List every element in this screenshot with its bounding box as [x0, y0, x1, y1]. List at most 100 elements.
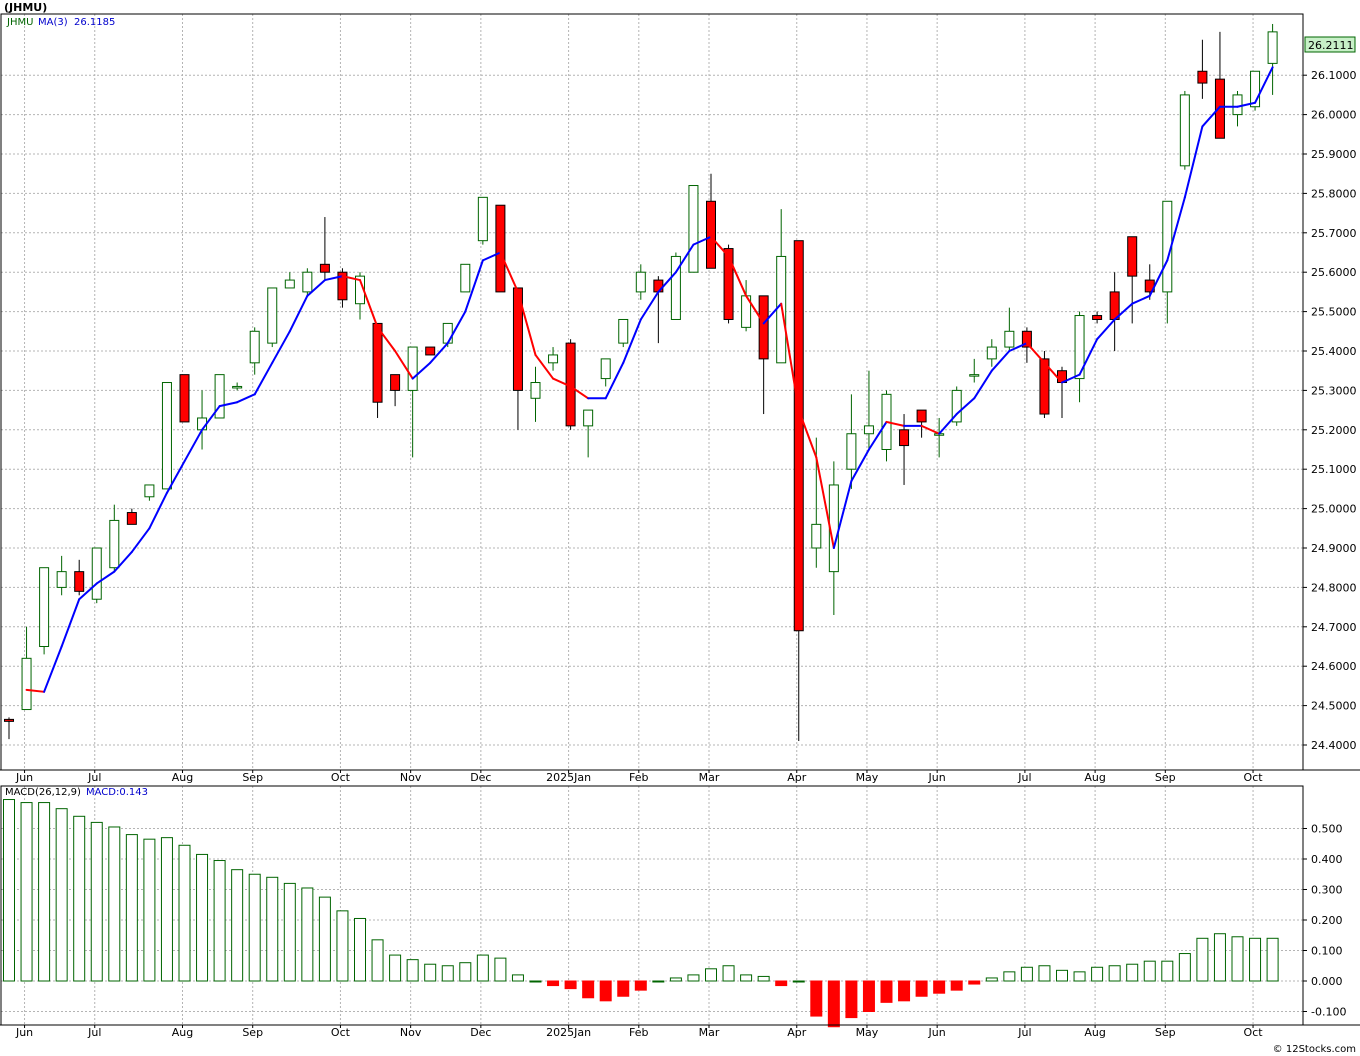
ma3-segment [727, 255, 748, 297]
ma3-segment [201, 405, 221, 431]
ma3-segment [990, 350, 1011, 372]
ma3-segment [429, 342, 449, 364]
candle [1214, 31, 1225, 139]
candle [390, 374, 401, 407]
macd-bar [634, 980, 647, 991]
candle [144, 484, 155, 501]
price-y-tick-label: 24.7000 [1311, 621, 1357, 634]
macd-bar [441, 965, 454, 982]
macd-bar [73, 815, 86, 982]
candle [951, 386, 962, 426]
candle-body [635, 271, 646, 293]
candle [512, 287, 523, 430]
price-y-tick-label: 24.5000 [1311, 700, 1357, 713]
macd-x-tick-label: Jun [15, 1026, 33, 1039]
candle [56, 555, 67, 596]
price-x-tick-label: Sep [1155, 771, 1176, 784]
candle [197, 390, 208, 450]
candle-body [670, 255, 681, 320]
price-panel-frame [0, 13, 1304, 771]
candle [267, 287, 278, 348]
ma3-segment [411, 361, 432, 380]
candle [863, 370, 874, 450]
candle [1039, 351, 1050, 418]
macd-bar [90, 821, 103, 982]
candle-body [232, 385, 243, 389]
price-y-tick-label: 25.3000 [1311, 384, 1357, 397]
macd-bar [599, 980, 612, 1002]
macd-panel [3, 799, 1279, 1028]
ma3-segment [95, 570, 116, 585]
candle [460, 263, 471, 293]
candle-body [618, 318, 629, 344]
ma3-segment [148, 491, 168, 530]
macd-bar [792, 980, 805, 983]
macd-bar [722, 965, 735, 982]
candle [1179, 90, 1190, 170]
price-y-tick-label: 24.6000 [1311, 660, 1357, 673]
candle [319, 217, 330, 281]
candle-body [863, 425, 874, 435]
candle [4, 717, 14, 740]
macd-value-label: MACD:0.143 [86, 787, 148, 798]
candle-body [583, 409, 594, 427]
macd-bar [1038, 965, 1051, 982]
candle-body [1250, 70, 1261, 108]
ma3-segment [657, 271, 677, 293]
ma3-segment [253, 361, 274, 396]
macd-x-tick-label: Sep [1155, 1026, 1176, 1039]
macd-bar [582, 980, 595, 999]
ma3-segment [218, 401, 239, 408]
ma3-segment [622, 318, 642, 364]
macd-y-tick-label: 0.000 [1311, 975, 1343, 988]
price-x-tick-label: Oct [331, 771, 351, 784]
macd-x-tick-label: Mar [699, 1026, 720, 1039]
legend-ma-value: 26.1185 [74, 17, 115, 28]
macd-y-tick-label: -0.100 [1311, 1006, 1346, 1019]
candle-body [390, 374, 401, 391]
candle [600, 358, 611, 387]
candle-body [1004, 330, 1015, 348]
candle [1127, 236, 1138, 324]
candle [618, 318, 629, 348]
macd-bar [1266, 937, 1279, 982]
candle-body [512, 287, 523, 391]
candle-body [284, 279, 295, 289]
macd-bar [740, 974, 753, 982]
price-x-tick-label: Aug [1084, 771, 1105, 784]
candle-body [477, 196, 488, 242]
ma3-segment [639, 290, 660, 321]
candle [653, 276, 664, 344]
ma3-segment [815, 456, 835, 549]
candle-body [1232, 94, 1243, 116]
candle-body [21, 657, 32, 711]
macd-bar [1161, 960, 1174, 982]
candle [1267, 23, 1278, 95]
macd-x-tick-label: Oct [331, 1026, 351, 1039]
last-price-badge: 26.2111 [1308, 39, 1354, 52]
candle-body [899, 429, 910, 447]
ma3-segment [130, 527, 151, 553]
macd-bar [196, 853, 209, 982]
price-y-tick-label: 25.8000 [1311, 187, 1357, 200]
ma3-segment [1148, 259, 1169, 297]
macd-bar [1073, 971, 1086, 982]
ma3-segment [710, 235, 730, 258]
candle [21, 626, 32, 711]
ma3-segment [1043, 361, 1063, 384]
candle-body [793, 240, 804, 632]
candle [214, 374, 225, 419]
macd-bar [1108, 965, 1121, 982]
macd-y-tick-label: 0.300 [1311, 884, 1343, 897]
price-y-tick-label: 25.1000 [1311, 463, 1357, 476]
candle-body [442, 322, 453, 344]
macd-bar [687, 974, 700, 982]
candle [1021, 327, 1032, 363]
candle-body [688, 185, 699, 273]
candle [1004, 307, 1015, 351]
macd-bar [880, 980, 893, 1003]
macd-x-tick-label: Aug [1084, 1026, 1105, 1039]
ma3-segment [516, 290, 537, 356]
macd-x-tick-label: Aug [172, 1026, 193, 1039]
